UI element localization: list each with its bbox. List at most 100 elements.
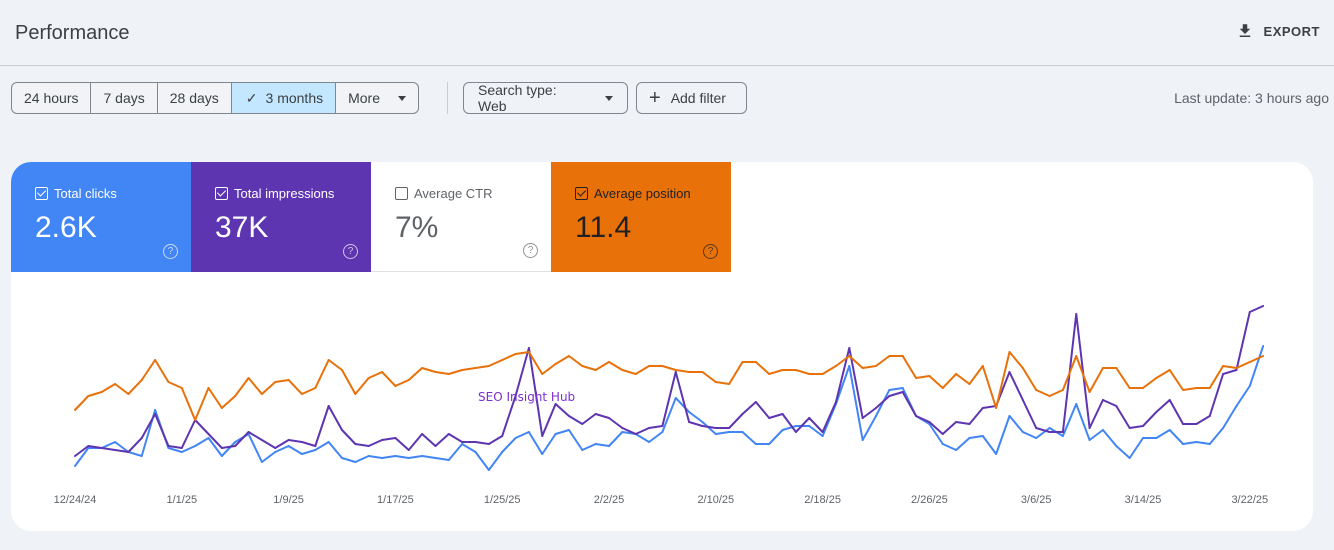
data-point	[114, 441, 117, 443]
data-point	[287, 379, 290, 381]
data-point	[1208, 415, 1211, 417]
add-filter-label: Add filter	[670, 90, 726, 106]
data-point	[648, 441, 651, 443]
metric-average-ctr[interactable]: Average CTR 7% ?	[371, 162, 551, 272]
series-line-total-clicks	[74, 345, 1265, 471]
data-point	[1208, 443, 1211, 445]
data-point	[594, 413, 597, 415]
data-point	[567, 355, 570, 357]
range-3-months[interactable]: ✓ 3 months	[231, 83, 337, 113]
performance-line-chart[interactable]: SEO Insight Hub 12/24/24 1/1/25 1/9/25 1/17…	[11, 162, 1313, 531]
data-point	[1101, 399, 1104, 401]
data-point	[461, 441, 464, 443]
data-point	[501, 359, 504, 361]
data-point	[688, 371, 691, 373]
data-point	[821, 431, 824, 433]
data-point	[794, 369, 797, 371]
data-point	[207, 387, 210, 389]
metric-average-position[interactable]: Average position 11.4 ?	[551, 162, 731, 272]
data-point	[381, 439, 384, 441]
data-point	[220, 447, 223, 449]
data-point	[968, 437, 971, 439]
data-point	[941, 443, 944, 445]
data-point	[87, 445, 90, 447]
data-point	[1075, 313, 1078, 315]
data-point	[314, 449, 317, 451]
data-point	[714, 427, 717, 429]
data-point	[1155, 377, 1158, 379]
data-point	[367, 445, 370, 447]
data-point	[1155, 437, 1158, 439]
data-point	[180, 447, 183, 449]
data-point	[1222, 365, 1225, 367]
help-icon[interactable]: ?	[523, 243, 538, 258]
data-point	[447, 433, 450, 435]
data-point	[1021, 431, 1024, 433]
help-icon[interactable]: ?	[343, 244, 358, 259]
metric-total-clicks[interactable]: Total clicks 2.6K ?	[11, 162, 191, 272]
data-point	[1142, 425, 1144, 427]
series-line-average-position	[74, 351, 1264, 421]
data-point	[608, 417, 610, 419]
range-more-dropdown[interactable]: More	[336, 83, 418, 113]
data-point	[1008, 351, 1011, 353]
data-point	[1182, 389, 1185, 391]
x-tick-label: 3/22/25	[1231, 494, 1268, 506]
data-point	[661, 425, 664, 427]
data-point	[554, 403, 557, 405]
data-point	[848, 365, 851, 367]
data-point	[1222, 373, 1225, 375]
data-point	[674, 371, 677, 373]
data-point	[554, 433, 557, 435]
data-point	[501, 435, 504, 437]
data-point	[1168, 369, 1171, 371]
search-type-dropdown[interactable]: Search type: Web	[463, 82, 628, 114]
data-point	[1075, 403, 1078, 405]
date-range-selector: 24 hours 7 days 28 days ✓ 3 months More	[11, 82, 420, 114]
data-point	[821, 435, 824, 437]
data-point	[274, 447, 277, 449]
data-point	[407, 379, 410, 381]
data-point	[474, 441, 477, 443]
data-point	[1262, 305, 1265, 307]
data-point	[928, 375, 931, 377]
export-button[interactable]: EXPORT	[1236, 22, 1320, 40]
caret-down-icon	[398, 95, 407, 101]
data-point	[1008, 415, 1011, 417]
data-point	[487, 443, 490, 445]
x-tick-label: 1/25/25	[484, 494, 521, 506]
checkbox-checked-icon[interactable]	[35, 187, 48, 200]
data-point	[154, 359, 157, 361]
data-point	[754, 401, 757, 403]
checkbox-unchecked-icon[interactable]	[395, 187, 408, 200]
data-point	[1262, 355, 1265, 357]
data-point	[567, 415, 570, 417]
data-point	[1115, 405, 1118, 407]
data-point	[247, 431, 250, 433]
metric-total-impressions[interactable]: Total impressions 37K ?	[191, 162, 371, 272]
help-icon[interactable]: ?	[703, 244, 718, 259]
data-point	[621, 427, 624, 429]
data-point	[234, 445, 237, 447]
data-point	[541, 435, 544, 437]
data-point	[781, 429, 784, 431]
range-7-days[interactable]: 7 days	[91, 83, 158, 113]
data-point	[140, 437, 143, 439]
data-point	[781, 413, 784, 415]
data-point	[314, 445, 317, 447]
data-point	[394, 385, 397, 387]
checkbox-checked-icon[interactable]	[575, 187, 588, 200]
data-point	[794, 425, 797, 427]
data-point	[327, 359, 330, 361]
data-point	[1168, 399, 1171, 401]
data-point	[1168, 429, 1171, 431]
range-28-days[interactable]: 28 days	[158, 83, 232, 113]
data-point	[127, 393, 130, 395]
data-point	[527, 347, 530, 349]
add-filter-button[interactable]: + Add filter	[636, 82, 747, 114]
help-icon[interactable]: ?	[163, 244, 178, 259]
data-point	[714, 433, 717, 435]
data-point	[487, 365, 490, 367]
range-24-hours[interactable]: 24 hours	[12, 83, 92, 113]
checkbox-checked-icon[interactable]	[215, 187, 228, 200]
